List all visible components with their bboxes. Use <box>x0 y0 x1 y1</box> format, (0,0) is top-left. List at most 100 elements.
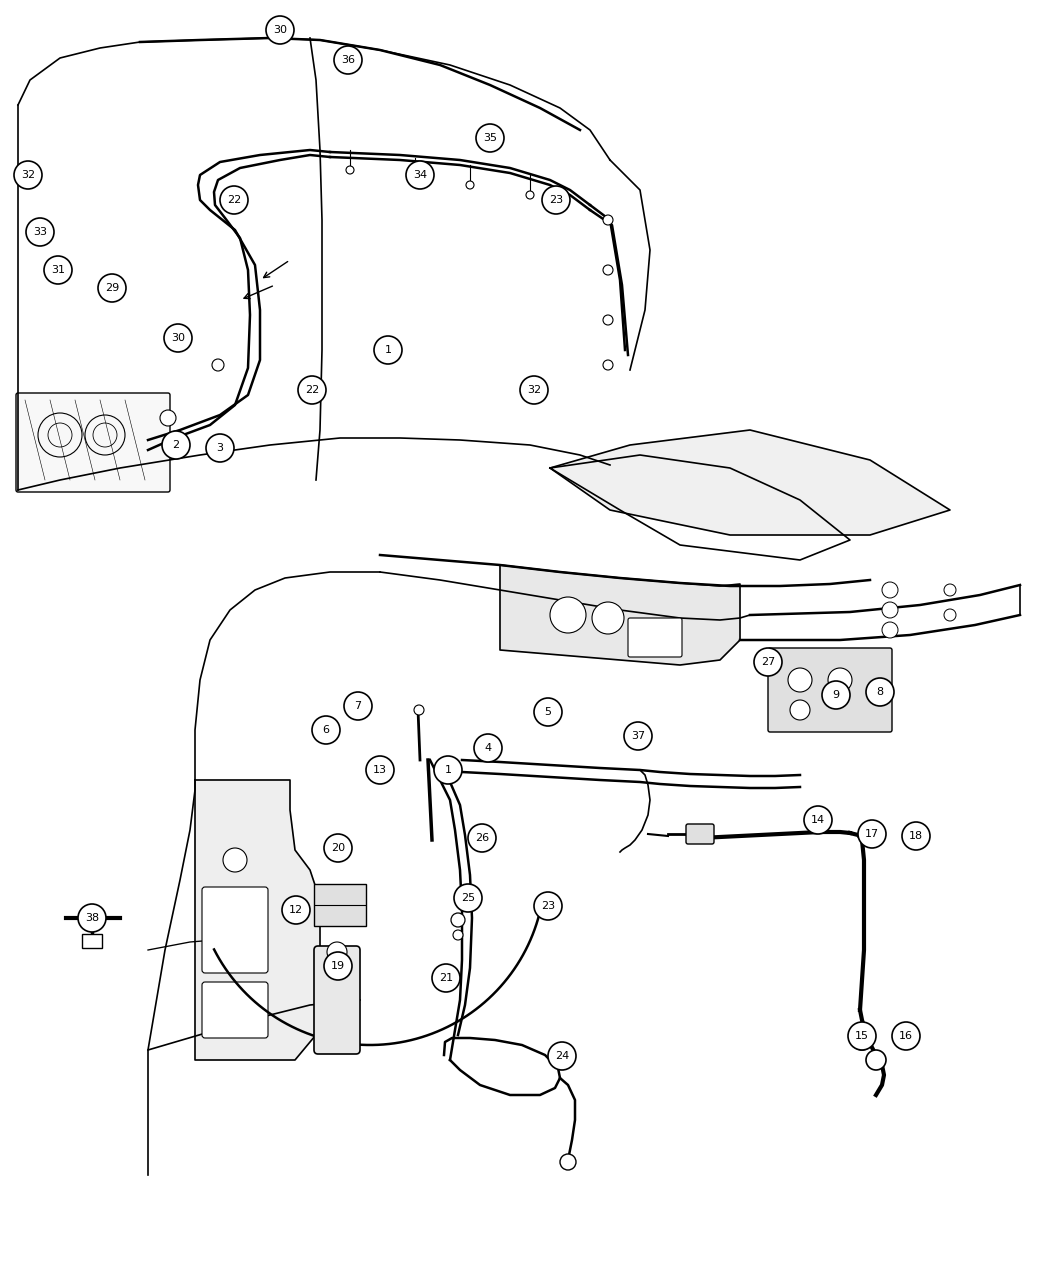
Circle shape <box>327 942 346 963</box>
Text: 6: 6 <box>322 725 330 734</box>
Text: 2: 2 <box>172 440 180 450</box>
Circle shape <box>848 1023 876 1051</box>
Circle shape <box>754 648 782 676</box>
Circle shape <box>162 431 190 459</box>
Text: 23: 23 <box>541 901 555 912</box>
Circle shape <box>790 700 810 720</box>
Circle shape <box>312 717 340 745</box>
Circle shape <box>212 360 224 371</box>
Text: 32: 32 <box>21 170 35 180</box>
Circle shape <box>344 692 372 720</box>
Text: 22: 22 <box>227 195 242 205</box>
Circle shape <box>476 124 504 152</box>
FancyBboxPatch shape <box>314 946 360 1054</box>
Circle shape <box>324 952 352 980</box>
Text: 1: 1 <box>384 346 392 354</box>
Circle shape <box>603 360 613 370</box>
Circle shape <box>858 820 886 848</box>
Circle shape <box>44 256 72 284</box>
Text: 38: 38 <box>85 913 99 923</box>
Circle shape <box>852 1030 872 1051</box>
Polygon shape <box>195 780 320 1060</box>
Circle shape <box>882 622 898 638</box>
Text: 27: 27 <box>761 657 775 667</box>
Text: 26: 26 <box>475 833 489 843</box>
FancyBboxPatch shape <box>202 887 268 973</box>
Circle shape <box>220 186 248 214</box>
Text: 23: 23 <box>549 195 563 205</box>
Circle shape <box>324 834 352 862</box>
Text: 18: 18 <box>909 831 923 842</box>
Circle shape <box>266 17 294 45</box>
Text: 22: 22 <box>304 385 319 395</box>
FancyBboxPatch shape <box>768 648 892 732</box>
Text: 5: 5 <box>545 708 551 717</box>
Circle shape <box>414 705 424 715</box>
Circle shape <box>882 581 898 598</box>
Circle shape <box>624 722 652 750</box>
Text: 12: 12 <box>289 905 303 915</box>
Circle shape <box>223 848 247 872</box>
Text: 25: 25 <box>461 892 475 903</box>
Text: 35: 35 <box>483 133 497 143</box>
Text: 30: 30 <box>171 333 185 343</box>
Text: 16: 16 <box>899 1031 914 1040</box>
Circle shape <box>406 161 434 189</box>
Circle shape <box>866 678 894 706</box>
Circle shape <box>14 161 42 189</box>
Text: 13: 13 <box>373 765 387 775</box>
Text: 1: 1 <box>444 765 452 775</box>
Circle shape <box>788 668 812 692</box>
Text: 9: 9 <box>833 690 840 700</box>
Circle shape <box>560 1154 576 1170</box>
FancyBboxPatch shape <box>82 935 102 949</box>
Circle shape <box>944 609 956 621</box>
Circle shape <box>298 376 326 404</box>
Circle shape <box>454 884 482 912</box>
Text: 8: 8 <box>877 687 883 697</box>
Circle shape <box>474 734 502 762</box>
Text: 34: 34 <box>413 170 427 180</box>
Circle shape <box>603 265 613 275</box>
Circle shape <box>944 584 956 595</box>
Text: 33: 33 <box>33 227 47 237</box>
Circle shape <box>411 173 419 182</box>
Text: 37: 37 <box>631 731 645 741</box>
FancyBboxPatch shape <box>314 884 366 926</box>
Circle shape <box>592 602 624 634</box>
Text: 32: 32 <box>527 385 541 395</box>
FancyBboxPatch shape <box>16 393 170 492</box>
FancyBboxPatch shape <box>628 618 682 657</box>
Text: 3: 3 <box>216 442 224 453</box>
Text: 15: 15 <box>855 1031 869 1040</box>
Circle shape <box>822 681 850 709</box>
Circle shape <box>374 337 402 363</box>
Circle shape <box>160 411 176 426</box>
Text: 29: 29 <box>105 283 119 293</box>
Circle shape <box>98 274 126 302</box>
Circle shape <box>550 597 586 632</box>
Circle shape <box>902 822 930 850</box>
Circle shape <box>453 929 463 940</box>
Circle shape <box>534 892 562 921</box>
Circle shape <box>828 668 852 692</box>
Circle shape <box>534 697 562 725</box>
Text: 19: 19 <box>331 961 345 972</box>
Circle shape <box>282 896 310 924</box>
Circle shape <box>520 376 548 404</box>
FancyBboxPatch shape <box>202 982 268 1038</box>
FancyBboxPatch shape <box>686 824 714 844</box>
Circle shape <box>78 904 106 932</box>
Polygon shape <box>500 565 740 666</box>
Circle shape <box>164 324 192 352</box>
Circle shape <box>432 964 460 992</box>
Polygon shape <box>550 430 950 536</box>
Circle shape <box>804 806 832 834</box>
Circle shape <box>26 218 54 246</box>
Circle shape <box>526 191 534 199</box>
Circle shape <box>892 1023 920 1051</box>
Text: 14: 14 <box>811 815 825 825</box>
Circle shape <box>434 756 462 784</box>
Circle shape <box>542 186 570 214</box>
Circle shape <box>366 756 394 784</box>
